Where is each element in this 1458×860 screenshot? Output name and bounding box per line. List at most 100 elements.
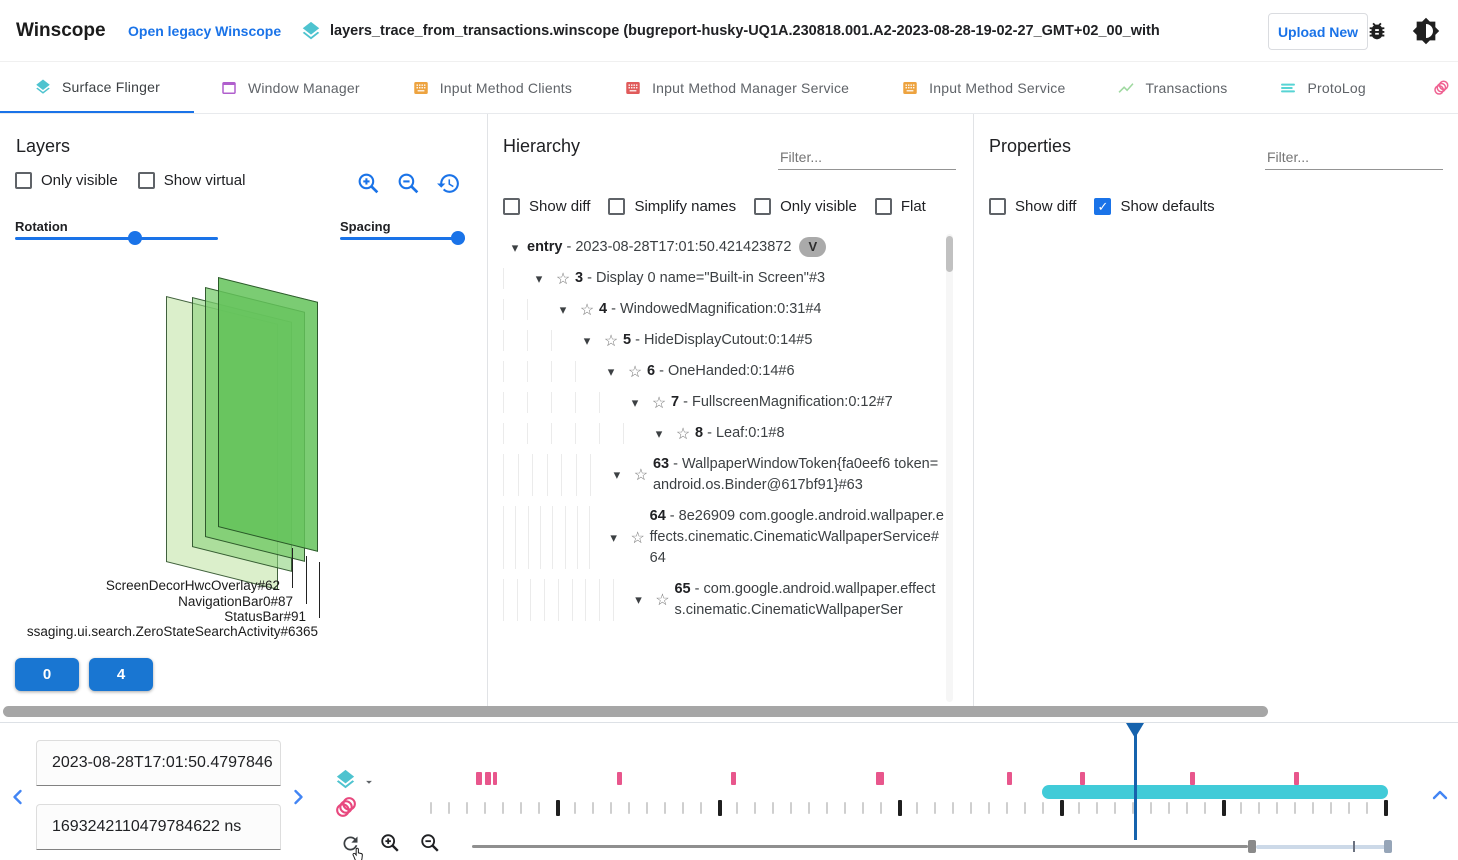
timeline-tick: [646, 802, 648, 814]
timeline-tick: [1222, 800, 1226, 816]
tree-node[interactable]: ▾ ☆ 3 - Display 0 name="Built-in Screen"#3: [503, 263, 945, 294]
tab-label: Input Method Service: [929, 80, 1066, 96]
tab-input-method-service[interactable]: Input Method Service: [875, 62, 1091, 113]
ns-time-input[interactable]: [37, 805, 280, 849]
timeline-tick: [754, 802, 756, 814]
timeline-tick: [718, 800, 722, 816]
timeline-tick: [1114, 802, 1116, 814]
display-button-4[interactable]: 4: [89, 658, 153, 691]
keyboard-icon: [624, 79, 642, 97]
pin-star-icon[interactable]: ☆: [627, 363, 643, 381]
next-entry-button[interactable]: [286, 785, 310, 809]
checkbox-show-diff[interactable]: Show diff: [989, 198, 1076, 215]
keyboard-icon: [901, 79, 919, 97]
hierarchy-filter-input[interactable]: [778, 144, 956, 170]
expand-caret-icon[interactable]: ▾: [607, 363, 615, 379]
trace-dropdown-caret[interactable]: [362, 775, 376, 789]
tree-node[interactable]: ▾ ☆ 8 - Leaf:0:1#8: [503, 418, 945, 449]
pin-star-icon[interactable]: ☆: [651, 394, 667, 412]
range-slider-track[interactable]: [472, 845, 1248, 848]
range-slider-handle[interactable]: [1248, 840, 1256, 853]
indent-guide: [503, 361, 527, 382]
indent-guide: [551, 330, 575, 351]
timeline-zoom-in-button[interactable]: [379, 832, 401, 854]
timeline-tick: [772, 802, 774, 814]
tree-node[interactable]: ▾ ☆ 63 - WallpaperWindowToken{fa0eef6 toke…: [503, 449, 945, 501]
timeline-tick: [988, 802, 990, 814]
tab-input-method-manager-service[interactable]: Input Method Manager Service: [598, 62, 875, 113]
open-legacy-link[interactable]: Open legacy Winscope: [128, 23, 282, 39]
transitions-trace-icon[interactable]: [333, 795, 358, 820]
upload-new-button[interactable]: Upload New: [1268, 13, 1368, 50]
expand-caret-icon[interactable]: ▾: [583, 332, 591, 348]
tab-input-method-clients[interactable]: Input Method Clients: [386, 62, 598, 113]
timeline-tick: [1078, 802, 1080, 814]
tab-transitions[interactable]: Transitions: [1392, 62, 1458, 113]
expand-caret-icon[interactable]: ▾: [511, 239, 519, 255]
playhead[interactable]: [1134, 726, 1137, 840]
pin-star-icon[interactable]: ☆: [603, 332, 619, 350]
checkbox-show-diff[interactable]: Show diff: [503, 198, 590, 215]
zoom-selection-band[interactable]: [1042, 785, 1388, 799]
tab-surface-flinger[interactable]: Surface Flinger: [0, 62, 194, 113]
dark-mode-toggle[interactable]: [1412, 17, 1440, 45]
expand-caret-icon[interactable]: ▾: [655, 425, 663, 441]
properties-filter-input[interactable]: [1265, 144, 1443, 170]
timeline-tick: [1276, 802, 1278, 814]
checkbox-show-defaults[interactable]: ✓ Show defaults: [1094, 198, 1215, 215]
timeline-tick: [430, 802, 432, 814]
tab-protolog[interactable]: ProtoLog: [1253, 62, 1391, 113]
spacing-slider[interactable]: [340, 237, 465, 240]
hierarchy-scrollbar[interactable]: [946, 236, 953, 272]
tree-node[interactable]: ▾ entry - 2023-08-28T17:01:50.421423872 V: [503, 232, 945, 263]
node-label: 4 - WindowedMagnification:0:31#4: [599, 301, 822, 317]
checkbox-label: Only visible: [780, 198, 857, 215]
spacing-slider-thumb[interactable]: [451, 231, 465, 245]
tree-node[interactable]: ▾ ☆ 64 - 8e26909 com.google.android.wallpa…: [503, 501, 945, 574]
human-time-input[interactable]: [37, 741, 280, 785]
tree-node[interactable]: ▾ ☆ 6 - OneHanded:0:14#6: [503, 356, 945, 387]
tree-node[interactable]: ▾ ☆ 7 - FullscreenMagnification:0:12#7: [503, 387, 945, 418]
indent-guide: [527, 330, 551, 351]
tree-node[interactable]: ▾ ☆ 65 - com.google.android.wallpaper.effe…: [503, 574, 945, 626]
tab-transactions[interactable]: Transactions: [1091, 62, 1253, 113]
pin-star-icon[interactable]: ☆: [555, 270, 571, 288]
display-button-0[interactable]: 0: [15, 658, 79, 691]
trace-tab-bar: Surface Flinger Window Manager Input Metho…: [0, 62, 1458, 114]
surface-flinger-trace-icon[interactable]: [334, 768, 357, 791]
expand-caret-icon[interactable]: ▾: [613, 467, 621, 482]
rotation-slider[interactable]: [15, 237, 218, 240]
timeline-zoom-out-button[interactable]: [419, 832, 441, 854]
playhead-handle[interactable]: [1126, 723, 1144, 738]
checkbox-only-visible[interactable]: Only visible: [754, 198, 857, 215]
expand-caret-icon[interactable]: ▾: [559, 301, 567, 317]
range-slider-selection[interactable]: [1256, 845, 1388, 849]
checkbox-simplify-names[interactable]: Simplify names: [608, 198, 736, 215]
prev-entry-button[interactable]: [6, 785, 30, 809]
tree-node[interactable]: ▾ ☆ 5 - HideDisplayCutout:0:14#5: [503, 325, 945, 356]
expand-caret-icon[interactable]: ▾: [635, 592, 642, 607]
zoom-in-button[interactable]: [356, 171, 381, 196]
pin-star-icon[interactable]: ☆: [630, 529, 645, 547]
pin-star-icon[interactable]: ☆: [655, 592, 670, 609]
reset-view-button[interactable]: [436, 171, 461, 196]
expand-caret-icon[interactable]: ▾: [631, 394, 639, 410]
checkbox-show-virtual[interactable]: Show virtual: [137, 172, 245, 189]
pin-star-icon[interactable]: ☆: [579, 301, 595, 319]
collapse-timeline-button[interactable]: [1428, 783, 1452, 807]
pin-star-icon[interactable]: ☆: [633, 467, 649, 484]
pin-star-icon[interactable]: ☆: [675, 425, 691, 443]
tab-window-manager[interactable]: Window Manager: [194, 62, 386, 113]
zoom-out-button[interactable]: [396, 171, 421, 196]
timeline-reset-zoom-button[interactable]: [340, 833, 361, 854]
checkbox-only-visible[interactable]: Only visible: [15, 172, 118, 189]
main-scrollbar-thumb[interactable]: [3, 706, 1268, 717]
range-slider-handle[interactable]: [1384, 840, 1392, 853]
expand-caret-icon[interactable]: ▾: [610, 529, 617, 545]
bug-report-icon[interactable]: [1366, 20, 1388, 42]
checkbox-flat[interactable]: Flat: [874, 198, 926, 215]
expand-caret-icon[interactable]: ▾: [535, 270, 543, 286]
tree-node[interactable]: ▾ ☆ 4 - WindowedMagnification:0:31#4: [503, 294, 945, 325]
layer-rect[interactable]: [218, 277, 318, 552]
rotation-slider-thumb[interactable]: [128, 231, 142, 245]
